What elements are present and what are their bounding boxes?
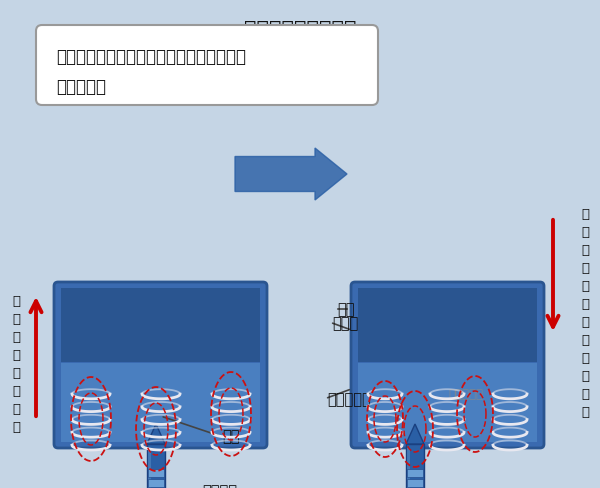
Text: 利用从触控笔返回的磁场，接收笔的位置及: 利用从触控笔返回的磁场，接收笔的位置及 <box>56 48 246 66</box>
Text: 场: 场 <box>12 420 20 433</box>
Text: 感: 感 <box>12 330 20 343</box>
Bar <box>407 469 423 477</box>
Text: 发: 发 <box>581 280 589 292</box>
Bar <box>61 288 260 362</box>
Text: （: （ <box>581 315 589 328</box>
Bar <box>147 444 165 488</box>
Text: 液晶屏: 液晶屏 <box>332 315 358 330</box>
Polygon shape <box>406 424 424 444</box>
Text: 触控笔的原理示意图: 触控笔的原理示意图 <box>244 20 356 40</box>
Text: 回: 回 <box>581 351 589 364</box>
Bar <box>358 363 537 442</box>
Text: 笔压的信号: 笔压的信号 <box>56 78 106 96</box>
Text: 返: 返 <box>581 333 589 346</box>
Polygon shape <box>147 424 165 444</box>
Bar <box>406 444 424 488</box>
Text: 磁: 磁 <box>581 387 589 400</box>
Text: 日经中文网: 日经中文网 <box>449 387 484 400</box>
Text: 出: 出 <box>12 384 20 397</box>
Bar <box>407 448 410 488</box>
Bar <box>407 479 423 487</box>
Bar <box>148 469 164 477</box>
Text: 磁: 磁 <box>12 402 20 415</box>
Text: 器: 器 <box>12 348 20 361</box>
Bar <box>148 448 151 488</box>
Text: 从: 从 <box>581 207 589 221</box>
Text: ）: ） <box>581 369 589 382</box>
FancyBboxPatch shape <box>54 283 267 448</box>
Text: 笔: 笔 <box>581 262 589 274</box>
Text: 发: 发 <box>12 366 20 379</box>
Text: 出: 出 <box>581 297 589 310</box>
FancyArrow shape <box>235 149 347 201</box>
Text: 线圈: 线圈 <box>222 428 239 444</box>
Bar <box>358 288 537 362</box>
FancyBboxPatch shape <box>351 283 544 448</box>
Bar <box>61 363 260 442</box>
Text: 传: 传 <box>12 312 20 325</box>
Text: 场: 场 <box>581 405 589 418</box>
FancyBboxPatch shape <box>36 26 378 106</box>
Text: 共振电路: 共振电路 <box>202 483 237 488</box>
Text: 传感器单元: 传感器单元 <box>327 391 371 407</box>
Text: 控: 控 <box>581 244 589 257</box>
Text: 磁场: 磁场 <box>337 302 355 317</box>
Text: 从: 从 <box>12 294 20 307</box>
Bar <box>148 479 164 487</box>
Text: 触: 触 <box>581 225 589 239</box>
